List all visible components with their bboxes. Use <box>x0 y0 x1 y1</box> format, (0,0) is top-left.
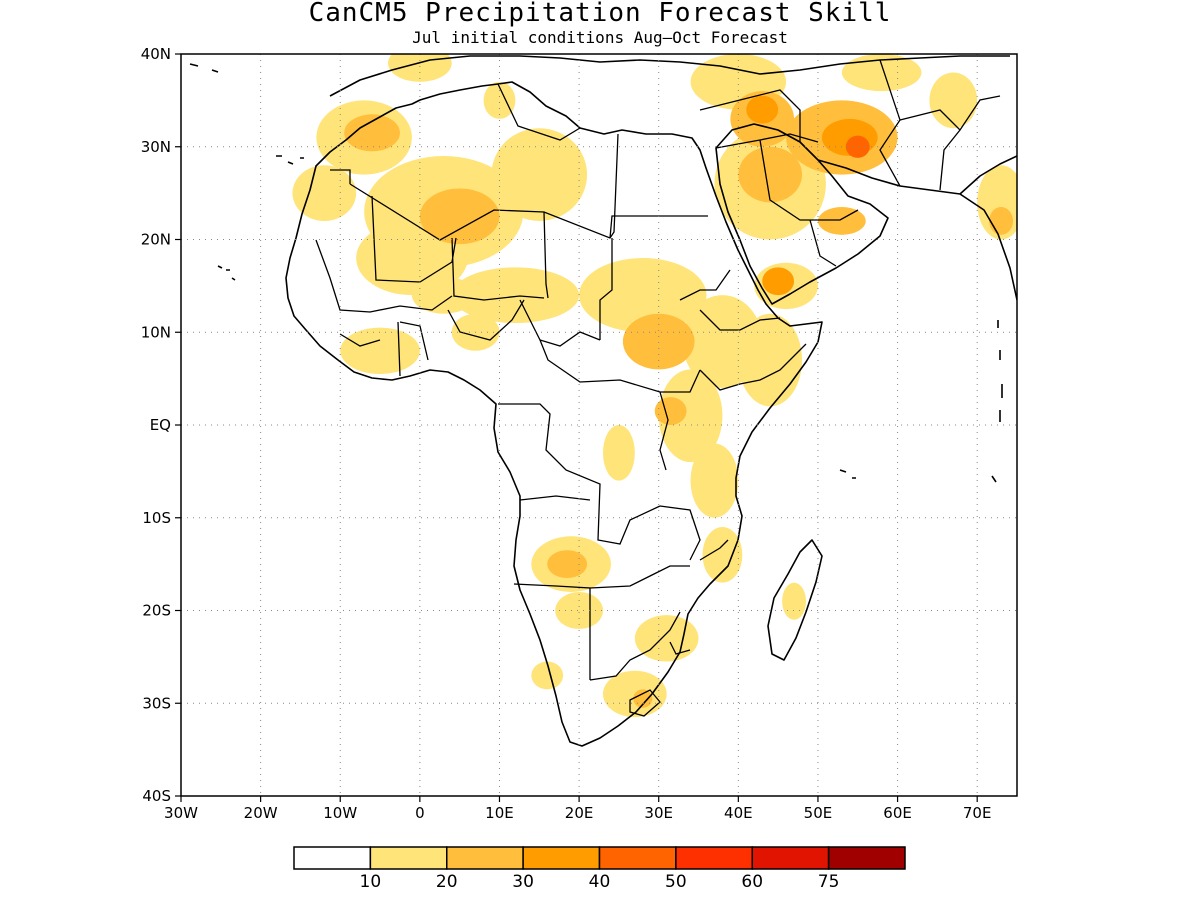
seychelles <box>839 469 997 483</box>
skill-region-41 <box>989 207 1014 235</box>
lat-tick-label: 30N <box>141 138 171 156</box>
skill-region-9 <box>579 258 707 333</box>
europe-coastline <box>329 55 1010 97</box>
lon-tick-label: 0 <box>415 804 425 822</box>
longitude-axis: 30W 20W 10W 0 10E 20E 30E 40E 50E 60E 70E <box>164 796 991 822</box>
colorbar-swatch <box>293 846 372 870</box>
colorbar-label: 75 <box>818 872 840 892</box>
lon-tick-label: 40E <box>724 804 753 822</box>
lon-tick-label: 20E <box>565 804 594 822</box>
colorbar-swatch <box>827 846 906 870</box>
skill-region-10 <box>622 313 695 370</box>
skill-region-42 <box>929 72 978 129</box>
azores <box>189 63 219 73</box>
skill-shading-layer <box>292 54 1017 718</box>
lon-tick-label: 50E <box>804 804 833 822</box>
colorbar-label: 30 <box>512 872 534 892</box>
lat-tick-label: 10S <box>142 509 171 527</box>
colorbar-label: 20 <box>436 872 458 892</box>
cape-verde-islands <box>217 265 236 281</box>
arabia-coastline <box>715 123 889 305</box>
lon-tick-label: 70E <box>963 804 992 822</box>
skill-region-1 <box>344 114 400 152</box>
skill-region-21 <box>634 615 699 662</box>
lon-tick-label: 30E <box>644 804 673 822</box>
skill-region-14 <box>654 397 687 425</box>
skill-region-34 <box>845 135 870 158</box>
colorbar-swatch <box>522 846 601 870</box>
colorbar-label: 10 <box>360 872 382 892</box>
skill-region-27 <box>782 582 807 620</box>
skill-region-44 <box>483 81 516 119</box>
colorbar-swatch <box>751 846 830 870</box>
skill-region-4 <box>419 188 500 245</box>
lat-tick-label: 40N <box>141 45 171 63</box>
colorbar-label: 50 <box>665 872 687 892</box>
southern-africa-borders <box>513 505 729 717</box>
skill-region-7 <box>451 267 580 323</box>
skill-region-16 <box>602 425 635 481</box>
skill-region-36 <box>746 95 779 124</box>
india-coastline <box>959 155 1017 195</box>
lat-tick-label: 30S <box>142 694 171 712</box>
lon-tick-label: 30W <box>164 804 198 822</box>
skill-region-43 <box>388 54 452 82</box>
map-gridlines <box>181 54 1017 796</box>
lat-tick-label: 20N <box>141 231 171 249</box>
lat-tick-label: 40S <box>142 787 171 805</box>
iran-coastline <box>817 159 1017 301</box>
colorbar-swatch <box>446 846 524 870</box>
skill-region-19 <box>547 550 588 579</box>
lon-tick-label: 10W <box>323 804 357 822</box>
middle-east-borders <box>699 59 1001 267</box>
plot-frame <box>180 53 1018 797</box>
maldives <box>997 320 1003 422</box>
west-africa-borders <box>315 239 601 377</box>
map-subtitle: Jul initial conditions Aug–Oct Forecast <box>412 28 788 47</box>
skill-region-8 <box>411 276 476 314</box>
skill-region-39 <box>817 207 866 235</box>
lon-tick-label: 10E <box>485 804 514 822</box>
colorbar-label: 40 <box>589 872 611 892</box>
colorbar-swatch <box>369 846 448 870</box>
skill-region-5 <box>491 128 588 221</box>
map-title: CanCM5 Precipitation Forecast Skill <box>308 0 892 28</box>
colorbar-swatch <box>598 846 677 870</box>
skill-region-17 <box>702 527 743 583</box>
central-africa-borders <box>498 269 807 545</box>
lon-tick-label: 20W <box>244 804 278 822</box>
africa-coastline <box>285 81 823 747</box>
latitude-axis: 40N 30N 20N 10N EQ 10S 20S 30S 40S <box>141 45 181 805</box>
colorbar-swatch <box>675 846 753 870</box>
skill-region-15 <box>690 443 739 518</box>
canary-islands <box>276 155 304 165</box>
country-border-layer <box>315 59 1001 717</box>
lat-tick-label: 10N <box>141 323 171 341</box>
skill-region-20 <box>555 591 603 630</box>
colorbar: 10 20 30 40 50 60 75 <box>293 846 906 892</box>
skill-region-29 <box>738 146 803 203</box>
lat-tick-label: 20S <box>142 602 171 620</box>
skill-region-24 <box>531 661 564 690</box>
madagascar-coastline <box>767 539 823 661</box>
colorbar-label: 60 <box>741 872 763 892</box>
lat-tick-label: EQ <box>150 416 171 434</box>
skill-region-2 <box>292 165 357 221</box>
coastline-layer <box>189 55 1017 747</box>
lon-tick-label: 60E <box>883 804 912 822</box>
skill-region-25 <box>340 327 420 374</box>
skill-region-23 <box>633 689 653 708</box>
skill-region-12 <box>738 313 803 407</box>
skill-region-38 <box>841 54 922 92</box>
skill-region-31 <box>762 267 795 296</box>
